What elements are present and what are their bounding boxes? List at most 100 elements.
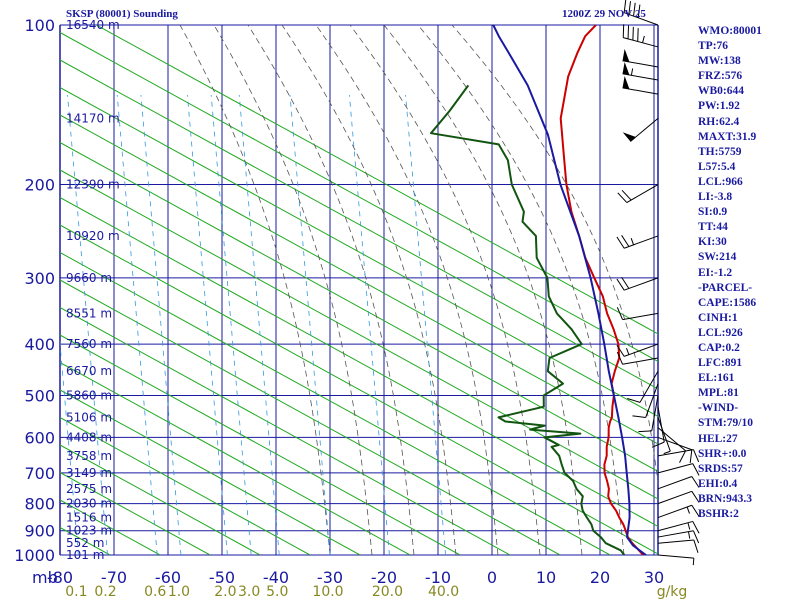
stat-item: EI:-1.2 (698, 266, 733, 279)
moist-adiabat (417, 25, 625, 555)
wind-barb (657, 539, 699, 553)
temperature-tick-label: -50 (209, 568, 235, 587)
dry-adiabat (60, 224, 658, 555)
mixing-ratio-line (187, 94, 228, 555)
moist-adiabat (383, 25, 583, 555)
mixing-ratio-line (116, 94, 158, 555)
pressure-tick-label: 600 (24, 428, 55, 447)
wind-barb (657, 436, 693, 464)
stat-item: SW:214 (698, 251, 737, 264)
wind-barb (622, 117, 659, 142)
dry-adiabat (60, 86, 658, 417)
mixing-ratio-label: 5.0 (266, 584, 288, 600)
mixing-ratio-unit: g/kg (657, 584, 688, 600)
height-label: 4408 m (66, 430, 112, 444)
stat-item: HEL:27 (698, 432, 738, 445)
stat-item: CAPE:1586 (698, 296, 757, 309)
dry-adiabat (60, 59, 658, 390)
wind-barb (623, 0, 659, 26)
dry-adiabat (95, 25, 658, 335)
height-label: 101 m (66, 548, 104, 562)
height-label: 10920 m (66, 229, 120, 243)
temperature-tick-label: -70 (101, 568, 127, 587)
wind-barb (657, 475, 700, 490)
temperature-line (559, 25, 644, 555)
wind-barb (622, 76, 659, 95)
height-label: 14170 m (66, 111, 120, 125)
stat-item: SHR+:0.0 (698, 447, 747, 460)
stat-item: KI:30 (698, 236, 727, 249)
stat-item: LCL:926 (698, 326, 743, 339)
height-label: 3149 m (66, 466, 112, 480)
wind-barb (657, 417, 671, 455)
station-title: SKSP (80001) Sounding (66, 8, 178, 20)
moist-adiabat (179, 25, 331, 555)
axis-labels: 0.1 0.2 0.6 1.0 2.0 3.0 5.0 10.0 20.0 40.0 g/kg100… (14, 16, 687, 600)
height-label: 12390 m (66, 178, 120, 192)
wind-barb (632, 383, 659, 418)
stat-item: L57:5.4 (698, 160, 736, 173)
stat-item: LCL:966 (698, 175, 743, 188)
temperature-tick-label: 0 (487, 568, 497, 587)
stat-item: LFC:891 (698, 357, 743, 370)
stat-item: STM:79/10 (698, 417, 753, 430)
stat-item: MW:138 (698, 55, 741, 68)
wind-barb (627, 370, 659, 403)
pressure-tick-label: 900 (24, 522, 55, 541)
stat-item: FRZ:576 (698, 70, 743, 83)
stat-item: MPL:81 (698, 387, 739, 400)
height-label: 2575 m (66, 482, 112, 496)
wind-barb (657, 449, 700, 463)
stat-item: PW:1.92 (698, 100, 740, 113)
mixing-ratio-label: 1.0 (168, 584, 190, 600)
stat-item: CINH:1 (698, 311, 738, 324)
height-labels: 16540 m 14170 m 12390 m 10920 m 9660 m 8551 m… (66, 18, 120, 562)
pressure-tick-label: 200 (24, 176, 55, 195)
mixing-ratio-line (67, 94, 108, 555)
temperature-tick-label: 30 (644, 568, 664, 587)
stat-item: EHI:0.4 (698, 477, 738, 490)
stat-item: WMO:80001 (698, 25, 762, 37)
mixing-ratio-label: 0.2 (94, 584, 116, 600)
wind-barb (616, 307, 659, 321)
wind-barb (616, 343, 659, 357)
dry-adiabat (60, 141, 658, 472)
moist-adiabat (451, 25, 658, 486)
mixing-ratio-line (140, 94, 182, 555)
dry-adiabat (60, 251, 611, 555)
wind-barb (616, 351, 659, 365)
stat-item: BRN:943.3 (698, 492, 752, 505)
mixing-ratio-line (210, 94, 252, 555)
pressure-tick-label: 700 (24, 464, 55, 483)
sounding-indices-panel: WMO:80001 TP:76 MW:138 FRZ:576 WB0:644 PW:1.9… (698, 24, 798, 522)
mixing-ratio-label: 20.0 (372, 584, 403, 600)
stat-item: MAXT:31.9 (698, 130, 757, 143)
pressure-tick-label: 400 (24, 335, 55, 354)
wind-barb (651, 406, 665, 448)
temperature-tick-label: -30 (317, 568, 343, 587)
dry-adiabat (60, 361, 411, 555)
dry-adiabat (60, 114, 658, 445)
stat-item: LI:-3.8 (698, 191, 733, 204)
height-label: 2030 m (66, 497, 112, 511)
temperature-tick-label: 20 (590, 568, 610, 587)
mixing-ratio-label: 10.0 (312, 584, 343, 600)
height-label: 552 m (66, 536, 104, 550)
pressure-tick-label: 800 (24, 495, 55, 514)
height-label: 16540 m (66, 18, 120, 32)
wind-barb (657, 530, 700, 544)
height-label: 1516 m (66, 511, 112, 525)
mixing-ratio-lines (60, 94, 446, 555)
moist-adiabat (281, 25, 457, 555)
dry-adiabat (60, 279, 561, 555)
height-label: 1023 m (66, 524, 112, 538)
adiabat-lines (60, 25, 658, 555)
wind-barb (657, 520, 700, 534)
stat-item: SI:0.9 (698, 206, 728, 219)
height-label: 9660 m (66, 271, 112, 285)
stat-item: EL:161 (698, 372, 735, 385)
moist-adiabat (247, 25, 415, 555)
mixing-ratio-line (238, 94, 280, 555)
temperature-tick-label: -20 (371, 568, 397, 587)
temperature-tick-label: 10 (536, 568, 556, 587)
